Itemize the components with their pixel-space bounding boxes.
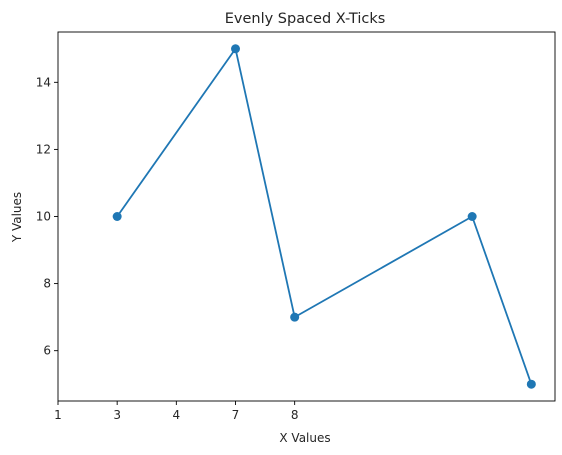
y-axis-title: Y Values [10,192,24,243]
x-tick-label: 4 [173,408,181,422]
data-point [290,312,300,322]
x-tick-label: 1 [54,408,62,422]
y-tick-label: 14 [36,75,51,89]
plot-frame [57,31,556,402]
y-tick-label: 12 [36,142,51,156]
data-point [526,379,536,389]
data-point [467,212,477,221]
y-tick-label: 10 [36,210,51,224]
plot-area: 1 3 4 7 8 6 8 10 12 14 [36,31,556,422]
chart-title: Evenly Spaced X-Ticks [225,11,386,27]
x-tick-label: 3 [113,408,121,422]
y-tick-label: 8 [43,277,51,291]
x-tick-label: 7 [232,408,240,422]
data-point [112,212,122,221]
data-point [231,44,240,54]
x-tick-label: 8 [291,408,299,422]
y-tick-label: 6 [43,344,51,358]
x-axis-title: X Values [279,431,330,445]
